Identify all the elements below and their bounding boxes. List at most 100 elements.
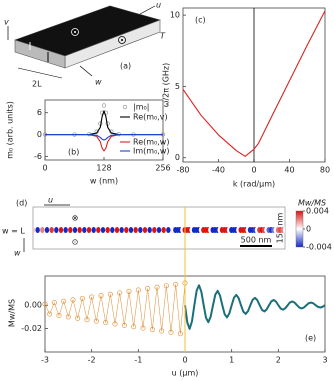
y-tick-label: 5 [175,82,180,91]
panel-label: (d) [16,199,27,208]
x-tick-label: 128 [96,164,111,173]
marker [177,331,183,337]
strip-dot [86,227,92,233]
strip-dot [147,227,152,233]
legend-label: |m₀| [133,103,149,112]
slab-diagram [7,5,161,79]
strip-dots [33,227,315,233]
marker [42,301,48,307]
strip-dot [82,227,87,233]
marker [98,293,104,299]
y-axis-label: m₀ (arb. units) [6,101,15,159]
thickness: T [160,32,166,41]
marker [145,286,151,292]
y-tick-label: 10 [170,11,180,20]
strip-dot [44,227,50,233]
strip-dot [311,227,315,233]
marker [79,295,85,301]
x-axis-label: w (nm) [90,177,118,186]
strip-dot [40,227,45,233]
marker [149,327,155,333]
x-tick-label: 3 [322,356,327,365]
panel-label: (b) [68,148,79,157]
y-tick-label: 0 [37,130,42,139]
strip-dot [161,227,166,233]
marker [56,313,62,319]
y-axis-label: ω/2π (GHz) [162,63,171,108]
colorbar-tick-label: -0.004 [306,243,332,252]
series-line [45,134,163,141]
marker [84,317,90,323]
axis-w: w [95,78,102,87]
legend-marker [122,104,128,110]
x-tick-label: 2 [276,356,281,365]
x-tick-label: 0 [42,164,47,173]
y-tick-label: 6 [37,108,42,117]
series-line [184,284,326,330]
marker [107,291,113,297]
strip-dot [54,227,59,233]
strip-dot [49,227,54,233]
strip-dot [119,227,124,233]
legend-label: Re(m₀,w) [133,138,169,147]
strip-dot [152,227,157,233]
x-tick-label: 40 [284,166,294,175]
panel-label: (a) [120,62,131,71]
colorbar-title: Mw/MS [298,199,326,208]
strip-dot [33,227,36,233]
strip-dot [282,227,285,233]
strip-dot [77,227,82,233]
x-tick-label: -3 [41,356,49,365]
u-label: u [48,196,53,205]
x-tick-label: 0 [182,356,187,365]
panel-label: (e) [305,334,316,343]
marker [101,103,107,108]
colorbar [295,210,304,248]
colorbar-tick-label: 0 [306,225,311,234]
x-tick-label: 80 [320,166,330,175]
marker [168,329,174,335]
scalebar-label: 500 nm [241,236,272,245]
x-tick-label: 256 [155,164,170,173]
marker [163,283,169,289]
strip-dot [110,227,115,233]
legend-label: Im(m₀,w) [133,147,169,156]
marker [140,325,146,331]
y-tick-label: 0 [175,153,180,162]
panel-label: (c) [195,16,206,25]
marker [112,321,118,327]
colorbar-tick-label: 0.004 [306,207,329,216]
strip-dot [156,227,162,233]
marker [65,314,71,320]
x-tick-label: -80 [176,166,189,175]
series-line [44,282,186,334]
strip-dot [285,227,289,233]
x-tick-label: 0 [251,166,256,175]
out-symbol: ⊙ [72,238,79,247]
x-tick-label: -1 [134,356,142,365]
y-tick-label: -0.02 [21,324,42,333]
into-symbol: ⊗ [72,214,79,223]
strip-dot [58,227,64,233]
axis-u: u [156,1,161,10]
strip-dot [105,227,110,233]
strip-dot [72,227,78,233]
strip-dot [91,227,96,233]
y-tick-label: -6 [34,152,42,161]
marker [51,300,57,306]
x-tick-label: 1 [229,356,234,365]
axis-v: v [4,18,9,27]
x-axis-label: u (μm) [172,369,199,378]
strip-dot [96,227,101,233]
marker [47,311,53,317]
strip-dot [290,227,294,233]
marker [126,288,132,294]
strip-dot [68,227,73,233]
strip-dot [138,227,143,233]
marker [61,298,67,304]
x-tick-label: -40 [212,166,225,175]
marker [135,287,141,293]
marker [103,320,109,326]
marker [89,294,95,300]
